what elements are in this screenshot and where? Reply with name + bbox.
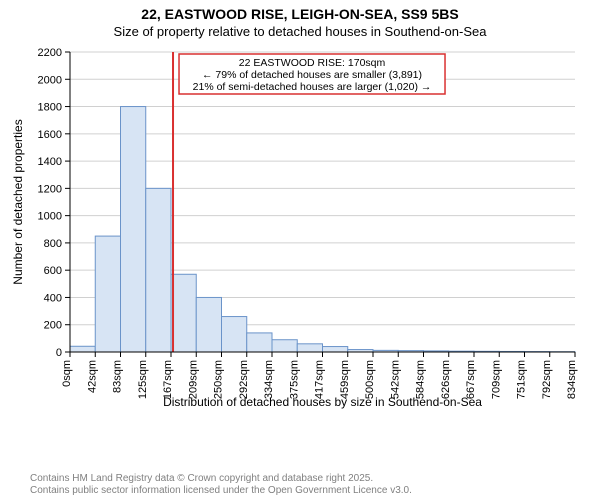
- chart-container: { "header": { "title": "22, EASTWOOD RIS…: [0, 0, 600, 500]
- footer-line-1: Contains HM Land Registry data © Crown c…: [30, 473, 412, 485]
- histogram-bar: [146, 188, 171, 352]
- x-tick-label: 292sqm: [238, 360, 250, 399]
- annotation-line-1: 22 EASTWOOD RISE: 170sqm: [239, 57, 386, 69]
- x-tick-label: 167sqm: [162, 360, 174, 399]
- histogram-bar: [272, 340, 297, 352]
- x-tick-label: 792sqm: [541, 360, 553, 399]
- x-tick-label: 834sqm: [566, 360, 578, 399]
- x-tick-label: 375sqm: [288, 360, 300, 399]
- histogram-bar: [196, 297, 221, 352]
- x-tick-label: 709sqm: [490, 360, 502, 399]
- annotation-line-2: ← 79% of detached houses are smaller (3,…: [202, 69, 422, 81]
- x-axis-label: Distribution of detached houses by size …: [163, 395, 482, 409]
- x-tick-label: 42sqm: [86, 360, 98, 393]
- x-tick-label: 83sqm: [112, 360, 124, 393]
- x-tick-label: 250sqm: [213, 360, 225, 399]
- x-tick-label: 542sqm: [389, 360, 401, 399]
- y-tick-label: 2000: [38, 74, 62, 86]
- y-tick-label: 0: [56, 347, 62, 359]
- chart-title: 22, EASTWOOD RISE, LEIGH-ON-SEA, SS9 5BS: [0, 0, 600, 23]
- y-tick-label: 1200: [38, 183, 62, 195]
- footer-attribution: Contains HM Land Registry data © Crown c…: [30, 473, 412, 496]
- y-tick-label: 2200: [38, 47, 62, 59]
- histogram-plot: 0200400600800100012001400160018002000220…: [70, 52, 575, 410]
- x-tick-label: 0sqm: [61, 360, 73, 387]
- histogram-bar: [297, 344, 322, 352]
- histogram-bar: [323, 347, 348, 352]
- y-tick-label: 1000: [38, 211, 62, 223]
- x-tick-label: 584sqm: [415, 360, 427, 399]
- x-tick-label: 209sqm: [187, 360, 199, 399]
- x-tick-label: 334sqm: [263, 360, 275, 399]
- x-tick-label: 626sqm: [440, 360, 452, 399]
- chart-subtitle: Size of property relative to detached ho…: [0, 24, 600, 39]
- x-tick-label: 125sqm: [137, 360, 149, 399]
- histogram-bar: [95, 236, 120, 352]
- histogram-bar: [247, 333, 272, 352]
- annotation-group: 22 EASTWOOD RISE: 170sqm← 79% of detache…: [179, 54, 445, 94]
- histogram-bar: [70, 346, 95, 352]
- histogram-bar: [222, 317, 247, 352]
- y-tick-label: 1400: [38, 156, 62, 168]
- y-tick-label: 1600: [38, 129, 62, 141]
- x-tick-label: 459sqm: [339, 360, 351, 399]
- y-tick-label: 1800: [38, 102, 62, 114]
- annotation-line-3: 21% of semi-detached houses are larger (…: [193, 81, 432, 93]
- y-tick-label: 200: [44, 320, 62, 332]
- y-axis-label: Number of detached properties: [11, 119, 25, 284]
- x-tick-label: 500sqm: [364, 360, 376, 399]
- footer-line-2: Contains public sector information licen…: [30, 485, 412, 497]
- x-tick-label: 667sqm: [465, 360, 477, 399]
- y-tick-label: 800: [44, 238, 62, 250]
- x-tick-label: 751sqm: [516, 360, 528, 399]
- histogram-bar: [121, 107, 146, 352]
- bars-group: [70, 107, 575, 352]
- y-tick-label: 400: [44, 292, 62, 304]
- histogram-bar: [171, 274, 196, 352]
- x-tick-label: 417sqm: [314, 360, 326, 399]
- y-tick-label: 600: [44, 265, 62, 277]
